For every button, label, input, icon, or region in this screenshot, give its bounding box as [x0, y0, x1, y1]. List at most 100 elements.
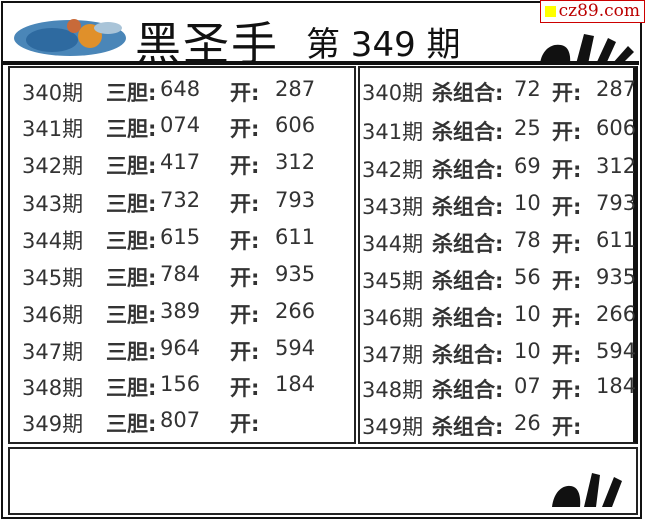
open-value: 184 [596, 374, 637, 398]
prediction-label: 三胆: [106, 81, 157, 105]
prediction-label: 三胆: [106, 266, 157, 290]
prediction-value: 07 [514, 374, 541, 398]
prediction-label: 杀组合: [432, 120, 504, 144]
open-label: 开: [552, 120, 582, 144]
prediction-label: 三胆: [106, 340, 157, 364]
period-label: 347期 [362, 343, 424, 367]
prediction-value: 10 [514, 191, 541, 215]
outer-frame [1, 1, 642, 519]
open-label: 开: [230, 303, 260, 327]
open-label: 开: [552, 306, 582, 330]
left-panel-three-dan: 340期 三胆: 648 开: 287 341期 三胆: 074 开: 606 342期 三胆: 417… [8, 66, 356, 444]
open-value: 594 [596, 339, 637, 363]
prediction-label: 三胆: [106, 376, 157, 400]
open-value: 594 [275, 336, 316, 360]
open-label: 开: [552, 269, 582, 293]
watermark-text: cz89.com [558, 1, 640, 21]
prediction-value: 615 [160, 225, 201, 249]
open-value: 611 [596, 228, 637, 252]
open-label: 开: [230, 192, 260, 216]
open-label: 开: [230, 229, 260, 253]
period-label: 348期 [362, 378, 424, 402]
right-panel-kill-combo: 340期 杀组合: 72 开: 287 341期 杀组合: 25 开: 606 342期 杀组合: 69… [358, 66, 638, 444]
open-value: 312 [596, 154, 637, 178]
period-label: 344期 [362, 232, 424, 256]
prediction-label: 杀组合: [432, 158, 504, 182]
prediction-label: 三胆: [106, 154, 157, 178]
open-value: 184 [275, 372, 316, 396]
prediction-value: 417 [160, 150, 201, 174]
open-label: 开: [230, 266, 260, 290]
open-value: 287 [596, 77, 637, 101]
prediction-value: 26 [514, 411, 541, 435]
prediction-value: 732 [160, 188, 201, 212]
prediction-label: 杀组合: [432, 306, 504, 330]
open-label: 开: [552, 81, 582, 105]
prediction-value: 78 [514, 228, 541, 252]
prediction-value: 10 [514, 339, 541, 363]
prediction-value: 10 [514, 302, 541, 326]
prediction-value: 964 [160, 336, 201, 360]
open-label: 开: [230, 81, 260, 105]
open-label: 开: [230, 412, 260, 436]
period-label: 345期 [22, 266, 84, 290]
period-label: 342期 [22, 154, 84, 178]
period-label: 345期 [362, 269, 424, 293]
period-label: 349期 [362, 415, 424, 439]
open-value: 935 [596, 265, 637, 289]
header-divider [3, 61, 639, 65]
period-label: 346期 [22, 303, 84, 327]
open-label: 开: [230, 117, 260, 141]
prediction-value: 807 [160, 408, 201, 432]
prediction-value: 69 [514, 154, 541, 178]
period-label: 340期 [22, 81, 84, 105]
prediction-label: 杀组合: [432, 195, 504, 219]
prediction-label: 三胆: [106, 229, 157, 253]
prediction-label: 杀组合: [432, 343, 504, 367]
open-value: 312 [275, 150, 316, 174]
prediction-label: 杀组合: [432, 378, 504, 402]
open-label: 开: [552, 195, 582, 219]
period-label: 344期 [22, 229, 84, 253]
prediction-value: 25 [514, 116, 541, 140]
prediction-value: 389 [160, 299, 201, 323]
open-label: 开: [552, 343, 582, 367]
prediction-value: 074 [160, 113, 201, 137]
prediction-value: 56 [514, 265, 541, 289]
prediction-value: 72 [514, 77, 541, 101]
square-icon [544, 5, 556, 17]
prediction-label: 三胆: [106, 192, 157, 216]
ok-hand-icon [552, 473, 622, 507]
open-label: 开: [230, 340, 260, 364]
open-label: 开: [552, 158, 582, 182]
period-label: 343期 [362, 195, 424, 219]
ok-hand-icon [540, 34, 634, 64]
open-label: 开: [230, 154, 260, 178]
open-value: 266 [596, 302, 637, 326]
open-value: 793 [275, 188, 316, 212]
open-value: 606 [275, 113, 316, 137]
period-label: 347期 [22, 340, 84, 364]
watermark-link[interactable]: cz89.com [539, 0, 645, 23]
bottom-panel [8, 447, 638, 515]
prediction-value: 784 [160, 262, 201, 286]
period-label: 348期 [22, 376, 84, 400]
open-value: 287 [275, 77, 316, 101]
prediction-value: 156 [160, 372, 201, 396]
planet-logo-icon [14, 19, 126, 56]
prediction-label: 三胆: [106, 117, 157, 141]
period-label: 341期 [362, 120, 424, 144]
period-label: 349期 [22, 412, 84, 436]
prediction-value: 648 [160, 77, 201, 101]
prediction-label: 三胆: [106, 412, 157, 436]
open-value: 793 [596, 191, 637, 215]
open-value: 611 [275, 225, 316, 249]
open-value: 266 [275, 299, 316, 323]
open-label: 开: [230, 376, 260, 400]
period-label: 342期 [362, 158, 424, 182]
period-label: 346期 [362, 306, 424, 330]
open-value: 935 [275, 262, 316, 286]
prediction-label: 杀组合: [432, 232, 504, 256]
period-label: 343期 [22, 192, 84, 216]
open-label: 开: [552, 232, 582, 256]
